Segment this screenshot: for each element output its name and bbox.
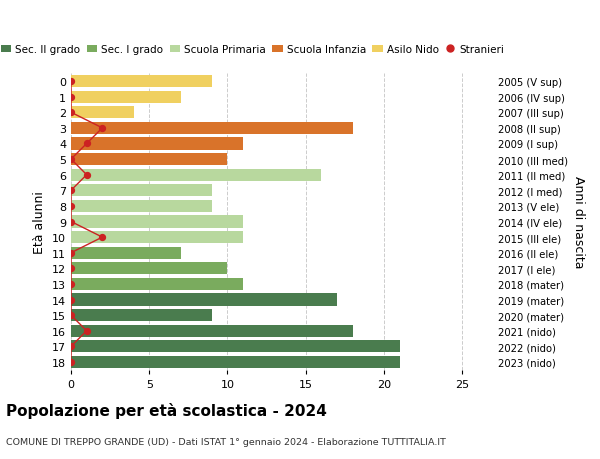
Text: Popolazione per età scolastica - 2024: Popolazione per età scolastica - 2024	[6, 403, 327, 419]
Legend: Sec. II grado, Sec. I grado, Scuola Primaria, Scuola Infanzia, Asilo Nido, Stran: Sec. II grado, Sec. I grado, Scuola Prim…	[0, 41, 509, 59]
Point	[66, 296, 76, 303]
Point	[66, 203, 76, 210]
Bar	[71, 216, 243, 228]
Point	[82, 140, 91, 148]
Bar	[71, 185, 212, 197]
Point	[66, 343, 76, 350]
Bar	[71, 154, 227, 166]
Point	[66, 312, 76, 319]
Bar	[71, 309, 212, 322]
Bar	[71, 356, 400, 368]
Text: COMUNE DI TREPPO GRANDE (UD) - Dati ISTAT 1° gennaio 2024 - Elaborazione TUTTITA: COMUNE DI TREPPO GRANDE (UD) - Dati ISTA…	[6, 437, 446, 446]
Bar	[71, 169, 322, 181]
Point	[66, 218, 76, 226]
Y-axis label: Età alunni: Età alunni	[34, 190, 46, 253]
Bar	[71, 263, 227, 275]
Bar	[71, 201, 212, 213]
Bar	[71, 341, 400, 353]
Point	[98, 125, 107, 132]
Bar	[71, 76, 212, 88]
Point	[66, 280, 76, 288]
Bar	[71, 138, 243, 150]
Point	[66, 78, 76, 85]
Bar	[71, 325, 353, 337]
Bar	[71, 107, 134, 119]
Point	[66, 156, 76, 163]
Bar	[71, 231, 243, 244]
Point	[66, 250, 76, 257]
Point	[82, 172, 91, 179]
Point	[66, 94, 76, 101]
Y-axis label: Anni di nascita: Anni di nascita	[572, 176, 585, 268]
Bar	[71, 278, 243, 291]
Point	[82, 327, 91, 335]
Point	[66, 358, 76, 366]
Bar	[71, 294, 337, 306]
Bar	[71, 91, 181, 104]
Bar	[71, 123, 353, 134]
Bar	[71, 247, 181, 259]
Point	[66, 187, 76, 195]
Point	[66, 109, 76, 117]
Point	[98, 234, 107, 241]
Point	[66, 265, 76, 272]
